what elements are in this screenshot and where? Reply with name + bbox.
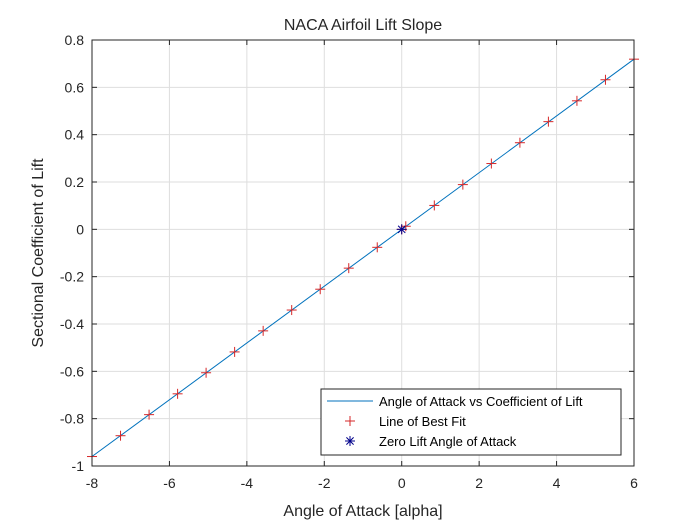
y-tick-label: 0.8: [65, 32, 85, 48]
chart-title: NACA Airfoil Lift Slope: [284, 17, 442, 34]
y-tick-label: 0.2: [65, 174, 85, 190]
data-point-best-fit: [514, 137, 525, 148]
data-point-best-fit: [372, 242, 383, 253]
series-layer: [87, 54, 639, 462]
legend-asterisk-marker-sample: [345, 436, 355, 446]
legend-asterisk-glyph: [345, 436, 355, 446]
data-point-best-fit: [343, 263, 354, 274]
x-tick-label: -6: [163, 475, 176, 491]
series-line-fit: [91, 58, 635, 457]
data-point-best-fit: [429, 200, 440, 211]
x-tick-label: -4: [241, 475, 254, 491]
x-tick-label: 4: [553, 475, 561, 491]
y-tick-label: -0.6: [60, 363, 84, 379]
y-tick-label: -1: [72, 458, 85, 474]
legend: Angle of Attack vs Coefficient of Lift L…: [320, 388, 622, 456]
data-point-best-fit: [286, 305, 297, 316]
data-point-best-fit: [172, 388, 183, 399]
legend-entry-best-fit: Line of Best Fit: [379, 414, 466, 429]
data-point-best-fit: [315, 284, 326, 295]
y-tick-label: 0: [76, 221, 84, 237]
data-point-best-fit: [144, 409, 155, 420]
data-point-best-fit: [543, 116, 554, 127]
y-axis-label: Sectional Coefficient of Lift: [30, 158, 47, 348]
data-point-best-fit: [571, 95, 582, 106]
data-point-zero-lift: [396, 224, 407, 235]
data-point-best-fit: [600, 74, 611, 85]
x-tick-label: 0: [398, 475, 406, 491]
x-axis-label: Angle of Attack [alpha]: [283, 503, 442, 520]
data-point-best-fit: [115, 430, 126, 441]
legend-plus-glyph: [345, 416, 355, 426]
y-tick-label: -0.8: [60, 411, 84, 427]
x-tick-label: -8: [86, 475, 99, 491]
y-tick-label: -0.2: [60, 269, 84, 285]
legend-entry-zero-lift: Zero Lift Angle of Attack: [379, 434, 517, 449]
data-point-best-fit: [201, 367, 212, 378]
axis-ticks: -8 -6 -4 -2 0 2 4 6 -1 -0.8 -0.6 -0.4 -0.2 0 0.2 0.4 0.6…: [60, 32, 638, 491]
y-tick-label: 0.6: [65, 79, 85, 95]
legend-entry-fit-line: Angle of Attack vs Coefficient of Lift: [379, 394, 583, 409]
legend-plus-marker-sample: [345, 416, 355, 426]
x-tick-label: 2: [475, 475, 483, 491]
y-tick-label: -0.4: [60, 316, 84, 332]
legend-box: [320, 388, 622, 456]
data-point-best-fit: [486, 158, 497, 169]
data-point-best-fit: [258, 325, 269, 336]
x-tick-label: 6: [630, 475, 638, 491]
axes-box: [91, 39, 635, 467]
data-point-best-fit: [229, 346, 240, 357]
y-tick-label: 0.4: [65, 127, 85, 143]
x-tick-label: -2: [318, 475, 331, 491]
data-point-best-fit: [457, 179, 468, 190]
